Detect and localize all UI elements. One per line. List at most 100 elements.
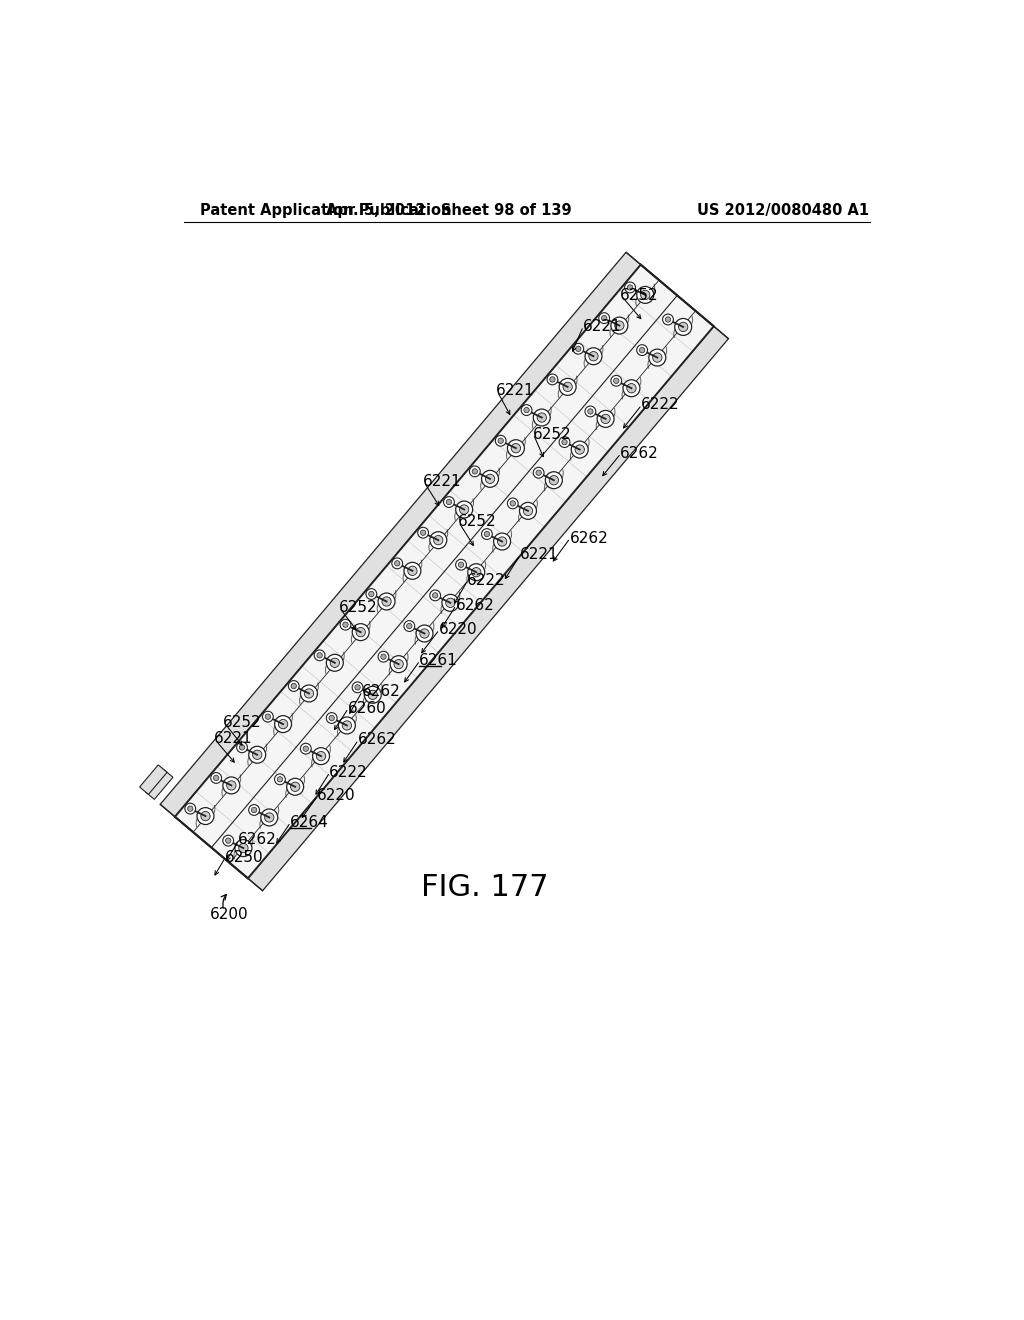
Circle shape [261, 809, 278, 826]
Circle shape [637, 345, 647, 355]
Circle shape [185, 804, 196, 814]
Circle shape [251, 808, 257, 813]
Text: 6260: 6260 [348, 701, 386, 715]
Polygon shape [139, 764, 167, 795]
Circle shape [274, 774, 286, 784]
Text: 6252: 6252 [458, 515, 497, 529]
Circle shape [511, 444, 520, 453]
Text: 6262: 6262 [569, 531, 608, 545]
Circle shape [278, 776, 283, 781]
Circle shape [330, 659, 340, 668]
Circle shape [507, 498, 518, 508]
Circle shape [430, 590, 440, 601]
Circle shape [314, 649, 325, 661]
Circle shape [652, 352, 662, 362]
Circle shape [249, 746, 265, 763]
Circle shape [253, 750, 262, 759]
Text: 6261: 6261 [419, 653, 458, 668]
Text: Patent Application Publication: Patent Application Publication [200, 203, 452, 218]
Circle shape [508, 440, 524, 457]
Circle shape [287, 779, 304, 795]
Circle shape [589, 351, 598, 360]
Text: 6252: 6252 [339, 599, 377, 615]
Circle shape [637, 286, 653, 304]
Circle shape [291, 783, 300, 792]
Circle shape [403, 620, 415, 631]
Text: 6252: 6252 [532, 426, 571, 442]
Text: 6220: 6220 [438, 622, 477, 638]
Circle shape [274, 715, 292, 733]
Circle shape [443, 496, 455, 507]
Circle shape [421, 531, 426, 536]
Circle shape [265, 714, 270, 719]
Circle shape [481, 529, 493, 540]
Circle shape [378, 593, 395, 610]
Circle shape [237, 742, 248, 752]
Circle shape [456, 560, 466, 570]
Circle shape [262, 711, 273, 722]
Circle shape [225, 838, 230, 843]
Circle shape [524, 408, 529, 413]
Circle shape [239, 843, 248, 853]
Circle shape [575, 445, 585, 454]
Circle shape [675, 318, 691, 335]
Text: 6221: 6221 [583, 318, 622, 334]
Circle shape [213, 775, 219, 780]
Circle shape [352, 682, 362, 693]
Circle shape [575, 346, 581, 351]
Circle shape [430, 532, 446, 549]
Text: 6262: 6262 [239, 833, 278, 847]
Text: 6252: 6252 [621, 288, 658, 304]
Circle shape [599, 313, 609, 323]
Circle shape [679, 322, 688, 331]
Circle shape [433, 536, 443, 545]
Circle shape [407, 623, 412, 628]
Circle shape [369, 591, 374, 597]
Circle shape [300, 685, 317, 702]
Circle shape [623, 380, 640, 397]
Circle shape [498, 537, 507, 546]
Circle shape [641, 290, 650, 300]
Text: 6221: 6221 [519, 548, 558, 562]
Circle shape [226, 780, 236, 791]
Circle shape [601, 414, 610, 424]
Circle shape [625, 282, 636, 293]
Circle shape [303, 746, 308, 751]
Circle shape [279, 719, 288, 729]
Circle shape [416, 626, 433, 642]
Circle shape [234, 840, 252, 857]
Text: 6250: 6250 [224, 850, 263, 865]
Circle shape [472, 568, 481, 577]
Text: Apr. 5, 2012   Sheet 98 of 139: Apr. 5, 2012 Sheet 98 of 139 [326, 203, 571, 218]
Circle shape [381, 653, 386, 660]
Circle shape [572, 343, 584, 354]
Circle shape [355, 685, 360, 690]
Circle shape [460, 504, 469, 515]
Text: 6262: 6262 [361, 684, 400, 698]
Text: 6220: 6220 [316, 788, 355, 804]
Circle shape [390, 656, 408, 673]
Circle shape [378, 651, 389, 663]
Circle shape [432, 593, 438, 598]
Circle shape [394, 561, 400, 566]
Circle shape [187, 807, 193, 812]
Text: 6222: 6222 [330, 764, 368, 780]
Circle shape [627, 384, 636, 393]
Circle shape [498, 438, 504, 444]
Circle shape [289, 681, 299, 692]
Circle shape [484, 532, 489, 537]
Circle shape [403, 562, 421, 579]
Circle shape [663, 314, 674, 325]
Circle shape [442, 594, 459, 611]
Circle shape [445, 598, 455, 607]
Circle shape [312, 747, 330, 764]
Circle shape [613, 378, 618, 384]
Circle shape [197, 808, 214, 825]
Text: 6200: 6200 [210, 907, 249, 923]
Circle shape [485, 474, 495, 483]
Circle shape [549, 475, 558, 484]
Circle shape [546, 471, 562, 488]
Circle shape [420, 628, 429, 638]
Text: 6221: 6221 [423, 474, 462, 490]
Circle shape [628, 285, 633, 290]
